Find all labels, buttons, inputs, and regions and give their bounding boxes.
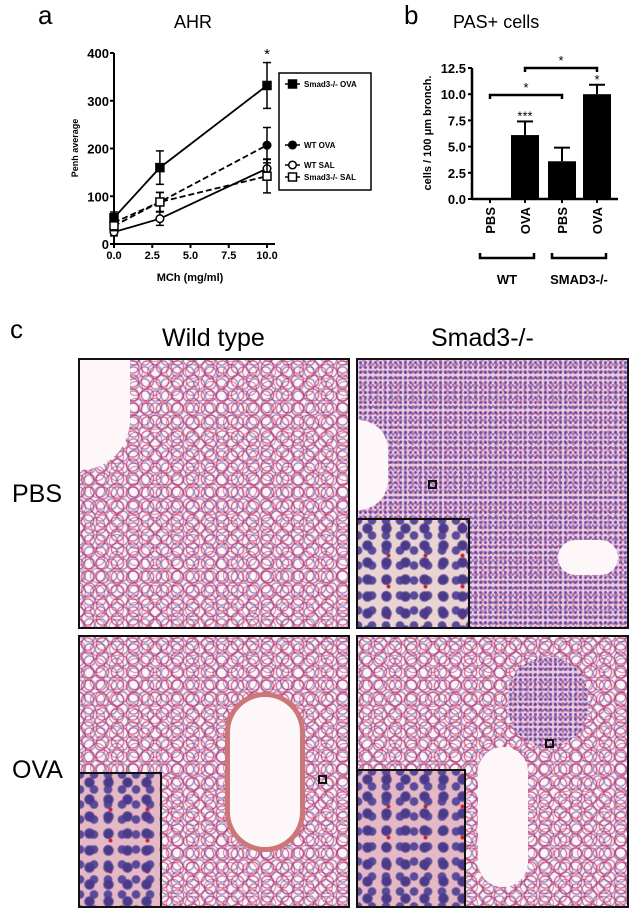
ahr-line-chart: Penh average MCh (mg/ml) 0 100 200 300 400 0.… (70, 46, 372, 284)
data-point (109, 221, 119, 231)
bracket-star: * (523, 80, 528, 95)
data-point (155, 214, 165, 224)
panel-label-a: a (38, 0, 53, 30)
y-tick-label: 7.5 (448, 113, 466, 128)
bar-1 (511, 135, 539, 199)
legend-box (278, 72, 372, 191)
inset-magnified-cells (358, 518, 470, 627)
x-category-label: PBS (555, 207, 570, 234)
column-title-smad3: Smad3-/- (431, 324, 534, 352)
significance-bracket (523, 66, 599, 72)
micrograph-wt-ova (78, 635, 350, 908)
pas-bar-chart: cells / 100 μm bronch. 0.0 2.5 5.0 7.5 10.0 1… (422, 53, 618, 287)
x-tick-label: 2.5 (145, 250, 160, 262)
y-tick-label: 200 (87, 142, 109, 157)
group-bracket (478, 253, 536, 260)
x-tick-label: 5.0 (183, 250, 198, 262)
inset-marker-box (318, 775, 327, 784)
chart-a-ylabel: Penh average (70, 119, 80, 178)
data-point (155, 162, 165, 173)
data-point (262, 80, 272, 91)
legend-label: Smad3-/- OVA (304, 80, 357, 89)
group-label: SMAD3-/- (550, 272, 608, 287)
legend-marker (287, 79, 298, 89)
inset-magnified-cells (80, 772, 162, 906)
panel-label-c: c (10, 314, 23, 344)
legend-marker (287, 140, 298, 150)
significance-star: * (264, 46, 270, 63)
legend-marker (287, 172, 298, 182)
pleural-space (80, 360, 130, 470)
group-bracket (550, 253, 608, 260)
x-category-label: PBS (483, 207, 498, 234)
legend-label: Smad3-/- SAL (304, 173, 356, 182)
y-tick-label: 400 (87, 46, 109, 61)
y-tick-label: 5.0 (448, 140, 466, 155)
y-tick-label: 12.5 (441, 61, 466, 76)
chart-a-title: AHR (174, 12, 213, 32)
series-line-3 (113, 175, 268, 227)
y-tick-label: 0.0 (448, 192, 466, 207)
chart-a-xlabel: MCh (mg/ml) (157, 272, 224, 284)
series-line-0 (113, 84, 268, 219)
legend-label: WT SAL (304, 161, 335, 170)
group-label: WT (497, 272, 517, 287)
data-point (262, 171, 272, 181)
x-tick-label: 0.0 (106, 250, 121, 262)
data-point (262, 140, 272, 150)
bar-significance: * (594, 72, 599, 87)
legend-label: WT OVA (304, 141, 336, 150)
data-point (155, 197, 165, 207)
series-line-2 (113, 167, 268, 233)
y-tick-label: 2.5 (448, 166, 466, 181)
bracket-star: * (558, 53, 563, 68)
legend-marker (287, 160, 298, 170)
bar-3 (583, 94, 611, 199)
airspace (358, 420, 388, 510)
bar-2 (548, 161, 576, 199)
significance-bracket (488, 93, 564, 99)
y-tick-label: 10.0 (441, 87, 466, 102)
inset-marker-box (428, 480, 437, 489)
chart-b-title: PAS+ cells (453, 12, 540, 32)
series-line-1 (113, 144, 268, 224)
airway-lumen (478, 747, 528, 887)
x-tick-label: 7.5 (221, 250, 236, 262)
y-tick-label: 100 (87, 189, 109, 204)
micrograph-smad3-ova (356, 635, 629, 908)
y-tick-label: 300 (87, 94, 109, 109)
inset-magnified-cells (358, 769, 466, 906)
bar-significance: *** (517, 108, 532, 123)
row-label-ova: OVA (12, 756, 63, 784)
y-tick-label: 0 (102, 237, 109, 252)
micrograph-smad3-pbs (356, 358, 629, 629)
airway-lumen (230, 697, 300, 847)
x-category-label: OVA (590, 206, 605, 234)
column-title-wild-type: Wild type (162, 324, 265, 352)
inset-marker-box (545, 739, 554, 748)
chart-b-ylabel: cells / 100 μm bronch. (422, 76, 434, 191)
x-tick-label: 10.0 (256, 250, 277, 262)
micrograph-wt-pbs (78, 358, 350, 629)
peribronchial-infiltrate (508, 657, 588, 747)
x-category-label: OVA (518, 206, 533, 234)
airway-lumen (558, 540, 618, 575)
panel-label-b: b (404, 0, 419, 30)
row-label-pbs: PBS (12, 480, 63, 508)
